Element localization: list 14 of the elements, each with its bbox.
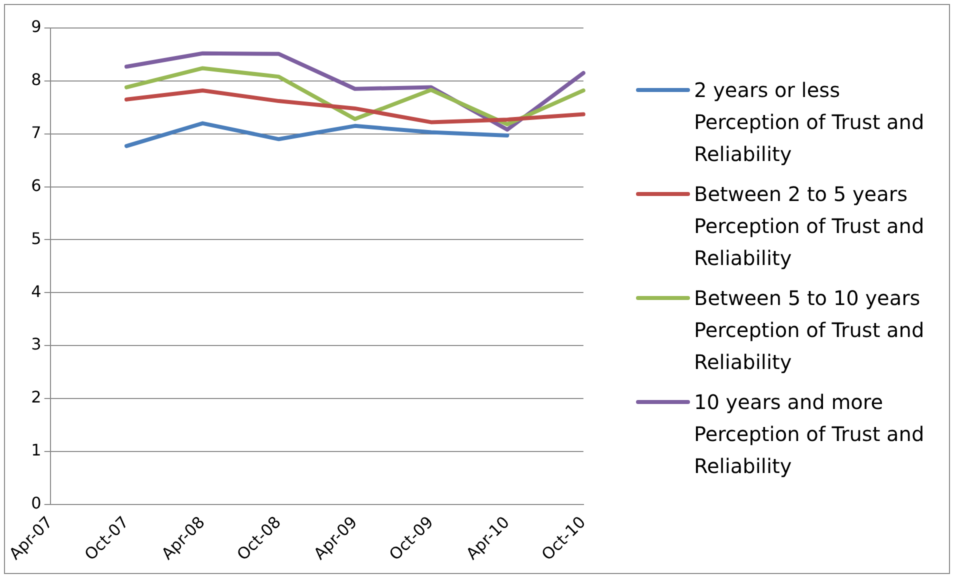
y-tick-label: 1 — [31, 440, 42, 460]
y-tick-label: 4 — [31, 282, 42, 301]
y-tick-label: 2 — [31, 388, 42, 407]
y-tick-label: 9 — [31, 17, 42, 36]
y-tick-label: 3 — [31, 334, 42, 354]
y-tick-label: 5 — [31, 228, 42, 248]
legend-label: Between 5 to 10 years Perception of Trust and Reliability — [694, 285, 926, 376]
legend-label: Between 2 to 5 years Perception of Trust and Reliability — [694, 181, 926, 272]
legend-label: 10 years and more Perception of Trust and Reliability — [694, 389, 926, 480]
y-tick-label: 8 — [31, 70, 42, 90]
y-tick-label: 6 — [31, 176, 42, 195]
y-tick-label: 7 — [31, 123, 42, 142]
legend-label: 2 years or less Perception of Trust and Reliability — [694, 77, 926, 168]
y-tick-label: 0 — [31, 494, 42, 513]
